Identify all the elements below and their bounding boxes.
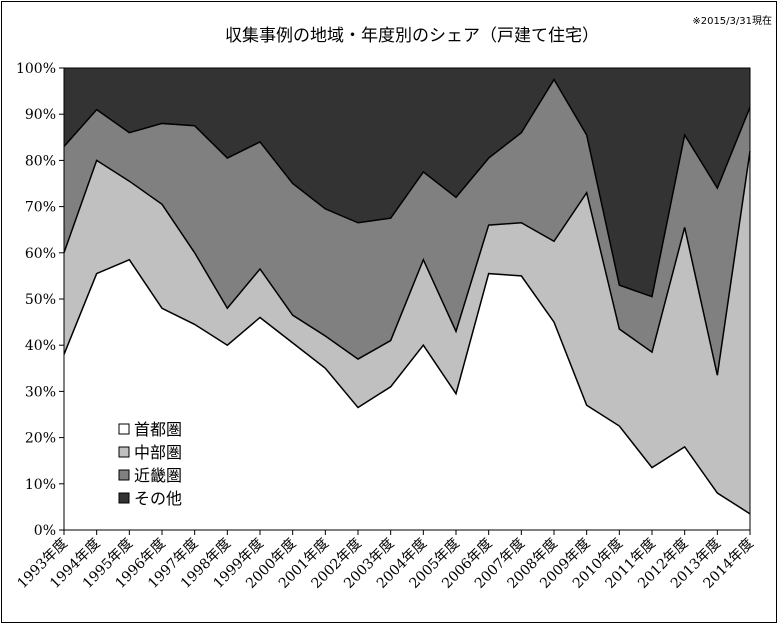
- y-axis: 0% 10% 20% 30% 40% 50% 60% 70% 80% 90% 100%: [16, 61, 64, 539]
- y-tick-label: 80%: [25, 153, 56, 169]
- area-layers: [63, 68, 751, 530]
- x-axis: 1993年度1994年度1995年度1996年度1997年度1998年度1999…: [15, 530, 757, 592]
- legend-label: その他: [134, 489, 182, 508]
- legend-label: 中部圏: [134, 443, 182, 462]
- legend-swatch: [118, 446, 130, 458]
- y-tick-label: 40%: [25, 338, 56, 354]
- area-2: [64, 151, 750, 514]
- y-tick-label: 10%: [25, 477, 56, 493]
- y-tick-label: 100%: [16, 61, 56, 77]
- legend-swatch: [118, 492, 130, 504]
- y-tick-label: 60%: [25, 246, 56, 262]
- y-tick-label: 50%: [25, 292, 56, 308]
- chart-title: 収集事例の地域・年度別のシェア（戸建て住宅）: [225, 26, 599, 46]
- y-tick-label: 30%: [25, 384, 56, 400]
- series-boundary-line: [63, 258, 751, 515]
- area-1: [64, 259, 750, 530]
- series-boundary-line: [63, 78, 751, 298]
- area-4: [64, 68, 750, 297]
- area-3: [64, 79, 750, 376]
- y-tick-label: 0%: [34, 523, 56, 539]
- legend-label: 首都圏: [134, 420, 182, 439]
- date-note: ※2015/3/31現在: [692, 15, 772, 27]
- legend-swatch: [118, 423, 130, 435]
- legend-swatch: [118, 469, 130, 481]
- series-boundary-line: [63, 151, 751, 376]
- y-tick-label: 20%: [25, 431, 56, 447]
- legend-label: 近畿圏: [134, 466, 182, 485]
- y-tick-label: 70%: [25, 200, 56, 216]
- y-tick-label: 90%: [25, 107, 56, 123]
